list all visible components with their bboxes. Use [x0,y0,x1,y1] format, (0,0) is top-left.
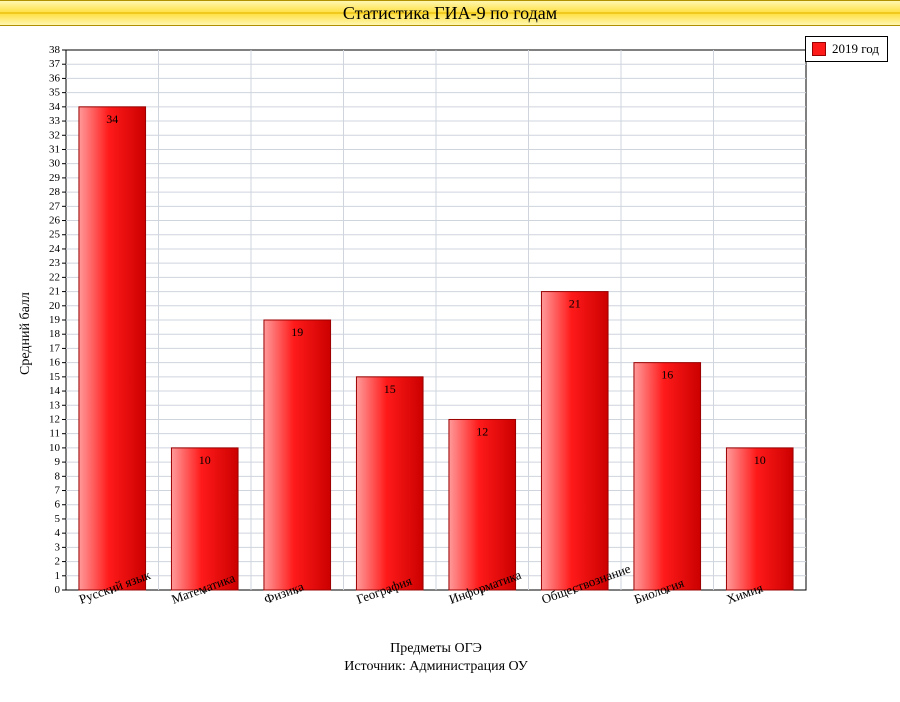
chart-container: 0123456789101112131415161718192021222324… [0,26,900,702]
y-tick-label: 34 [49,101,61,113]
page-title: Статистика ГИА-9 по годам [343,3,557,23]
x-axis-label: Предметы ОГЭ [390,641,482,656]
bar-value-label: 12 [476,424,488,438]
y-tick-label: 23 [49,257,61,269]
legend-swatch [812,42,826,56]
y-tick-label: 20 [49,300,61,312]
y-tick-label: 18 [49,328,61,340]
y-tick-label: 36 [49,72,61,84]
y-tick-label: 33 [49,115,61,127]
bar-value-label: 19 [291,325,303,339]
y-tick-label: 11 [49,428,60,440]
y-tick-label: 29 [49,172,61,184]
y-tick-label: 4 [55,527,61,539]
bar [171,448,238,590]
y-tick-label: 19 [49,314,61,326]
bar-value-label: 16 [661,368,673,382]
bar-chart: 0123456789101112131415161718192021222324… [0,26,900,702]
y-tick-label: 37 [49,58,61,70]
bar [264,320,331,590]
y-tick-label: 38 [49,44,61,56]
bar-value-label: 10 [199,453,211,467]
y-tick-label: 5 [55,513,61,525]
y-tick-label: 9 [55,456,61,468]
y-axis-label: Средний балл [18,292,34,375]
bar [449,419,516,590]
y-tick-label: 27 [49,200,61,212]
bar [541,292,608,590]
bar-value-label: 15 [384,382,396,396]
bar-value-label: 34 [106,112,118,126]
y-tick-label: 25 [49,229,61,241]
y-tick-label: 32 [49,129,60,141]
source-label: Источник: Администрация ОУ [344,659,528,674]
y-tick-label: 30 [49,158,61,170]
y-tick-label: 2 [55,556,61,568]
y-tick-label: 17 [49,342,61,354]
y-tick-label: 1 [55,570,61,582]
y-tick-label: 16 [49,357,61,369]
y-tick-label: 26 [49,215,61,227]
bar [726,448,793,590]
y-tick-label: 35 [49,87,61,99]
bar-value-label: 21 [569,297,581,311]
y-tick-label: 6 [55,499,61,511]
bar [634,363,701,590]
y-tick-label: 31 [49,143,60,155]
y-tick-label: 14 [49,385,61,397]
y-tick-label: 8 [55,470,61,482]
y-tick-label: 3 [55,541,61,553]
page-title-bar: Статистика ГИА-9 по годам [0,0,900,26]
y-tick-label: 15 [49,371,61,383]
y-tick-label: 10 [49,442,61,454]
y-tick-label: 13 [49,399,61,411]
legend-label: 2019 год [832,41,879,57]
legend: 2019 год [805,36,888,62]
y-tick-label: 22 [49,271,60,283]
bar [356,377,423,590]
bar-value-label: 10 [754,453,766,467]
y-tick-label: 12 [49,413,60,425]
y-tick-label: 24 [49,243,61,255]
y-tick-label: 7 [55,485,61,497]
bar [79,107,146,590]
y-tick-label: 0 [55,584,61,596]
y-tick-label: 21 [49,286,60,298]
y-tick-label: 28 [49,186,61,198]
